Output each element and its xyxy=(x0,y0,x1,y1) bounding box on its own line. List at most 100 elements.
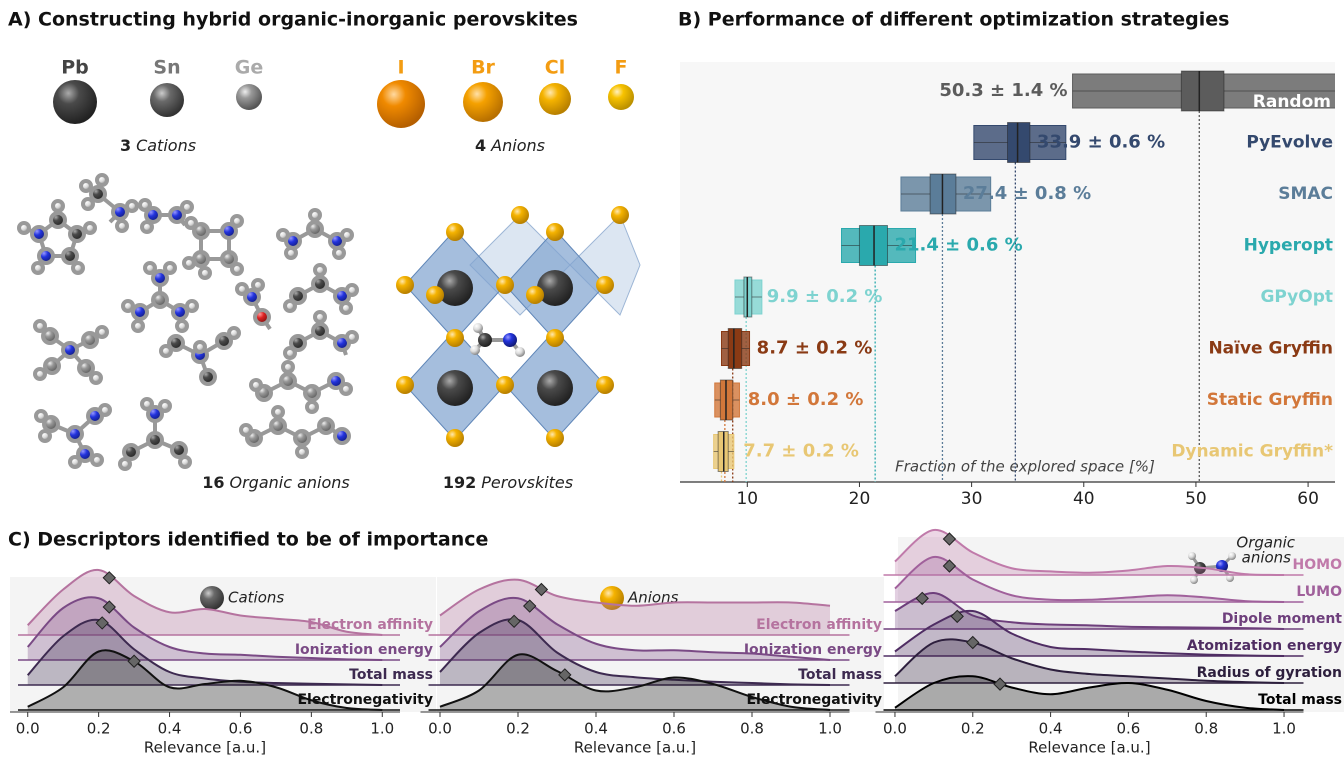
molecule xyxy=(251,362,351,412)
anion-sphere xyxy=(496,276,514,294)
x-tick-label: 1.0 xyxy=(818,720,842,738)
atom xyxy=(97,327,107,337)
count: 4 xyxy=(475,136,486,155)
anion-sphere xyxy=(496,376,514,394)
atom xyxy=(40,431,50,441)
series-name: Static Gryffin xyxy=(1207,390,1333,410)
atom xyxy=(35,321,45,331)
atom xyxy=(271,419,285,433)
value-label: 8.7 ± 0.2 % xyxy=(757,338,873,359)
atom xyxy=(283,362,293,372)
x-tick-label: 0.2 xyxy=(961,720,985,738)
series-name: Electron affinity xyxy=(307,617,433,633)
atom xyxy=(172,443,186,457)
series-name: Hyperopt xyxy=(1244,236,1333,256)
atom-sphere xyxy=(53,80,97,124)
atom xyxy=(1190,576,1198,584)
atom xyxy=(232,216,242,226)
value-label: 33.9 ± 0.6 % xyxy=(1037,132,1165,153)
atom xyxy=(173,305,187,319)
legend-icon xyxy=(200,586,224,610)
element-label: Pb xyxy=(61,57,89,79)
molecule xyxy=(161,328,239,384)
atom xyxy=(36,411,46,421)
x-axis-label: Relevance [a.u.] xyxy=(144,739,266,757)
atom xyxy=(153,293,167,307)
atom xyxy=(117,221,127,231)
count-label: 192 Perovskites xyxy=(443,473,573,492)
atom xyxy=(201,370,215,384)
atom xyxy=(91,187,105,201)
series-name: Total mass xyxy=(1258,692,1342,708)
atom xyxy=(281,374,295,388)
anion-sphere xyxy=(446,429,464,447)
x-axis-label: Relevance [a.u.] xyxy=(1028,739,1150,757)
figure: A) Constructing hybrid organic-inorganic… xyxy=(0,0,1344,757)
atom xyxy=(165,263,175,273)
atom xyxy=(145,263,155,273)
series-name: Random xyxy=(1253,92,1331,112)
atom xyxy=(92,455,102,465)
x-tick-label: 0.6 xyxy=(1116,720,1140,738)
element-label: Cl xyxy=(545,57,565,79)
value-label: 27.4 ± 0.8 % xyxy=(963,183,1091,204)
x-tick-label: 0.2 xyxy=(506,720,530,738)
atom xyxy=(237,284,247,294)
count: 3 xyxy=(120,136,131,155)
atom xyxy=(1188,552,1196,560)
atom xyxy=(19,223,29,233)
atom xyxy=(68,427,82,441)
value-label: 8.0 ± 0.2 % xyxy=(748,389,864,410)
molecule xyxy=(35,321,107,383)
x-tick-label: 1.0 xyxy=(1272,720,1296,738)
iqr-box xyxy=(1008,123,1030,163)
atom-sphere xyxy=(463,82,503,122)
atom xyxy=(341,303,351,313)
anion-sphere xyxy=(426,286,444,304)
atom xyxy=(63,343,77,357)
atom xyxy=(473,323,483,333)
molecule xyxy=(278,210,352,258)
atom xyxy=(45,359,59,373)
molecule xyxy=(285,312,357,358)
atom xyxy=(273,407,283,417)
series-name: Dipole moment xyxy=(1222,611,1342,627)
x-tick-label: 0.8 xyxy=(740,720,764,738)
atom xyxy=(253,280,263,290)
atom xyxy=(43,329,57,343)
series-name: Electronegativity xyxy=(746,692,882,708)
atom xyxy=(160,401,170,411)
atom xyxy=(127,201,137,211)
cation-sphere xyxy=(437,270,473,306)
x-tick-label: 0.2 xyxy=(87,720,111,738)
x-tick-label: 0.4 xyxy=(1039,720,1063,738)
atom xyxy=(186,218,196,228)
count-text: Perovskites xyxy=(481,473,573,492)
molecule xyxy=(285,265,357,313)
value-label: 7.7 ± 0.2 % xyxy=(743,441,859,462)
count: 192 xyxy=(443,473,476,492)
atom-sphere xyxy=(150,83,184,117)
atom xyxy=(161,346,171,356)
atom xyxy=(97,175,107,185)
x-tick-label: 0.6 xyxy=(229,720,253,738)
atom xyxy=(503,333,517,347)
x-tick-label: 0.0 xyxy=(428,720,452,738)
series-name: Dynamic Gryffin* xyxy=(1171,442,1333,462)
x-axis-label: Fraction of the explored space [%] xyxy=(895,458,1155,476)
anion-sphere xyxy=(526,286,544,304)
atom xyxy=(187,301,197,311)
count-label: 16Organic anions xyxy=(202,473,350,492)
anion-sphere xyxy=(596,276,614,294)
atom xyxy=(297,447,307,457)
atom xyxy=(313,277,327,291)
atom xyxy=(182,202,192,212)
element-label: Ge xyxy=(235,57,263,79)
x-tick-label: 20 xyxy=(849,489,871,509)
series-name: PyEvolve xyxy=(1246,133,1333,153)
value-label: 9.9 ± 0.2 % xyxy=(767,286,883,307)
atom xyxy=(32,227,46,241)
atom xyxy=(140,200,150,210)
atom xyxy=(63,249,77,263)
atom xyxy=(73,263,83,273)
